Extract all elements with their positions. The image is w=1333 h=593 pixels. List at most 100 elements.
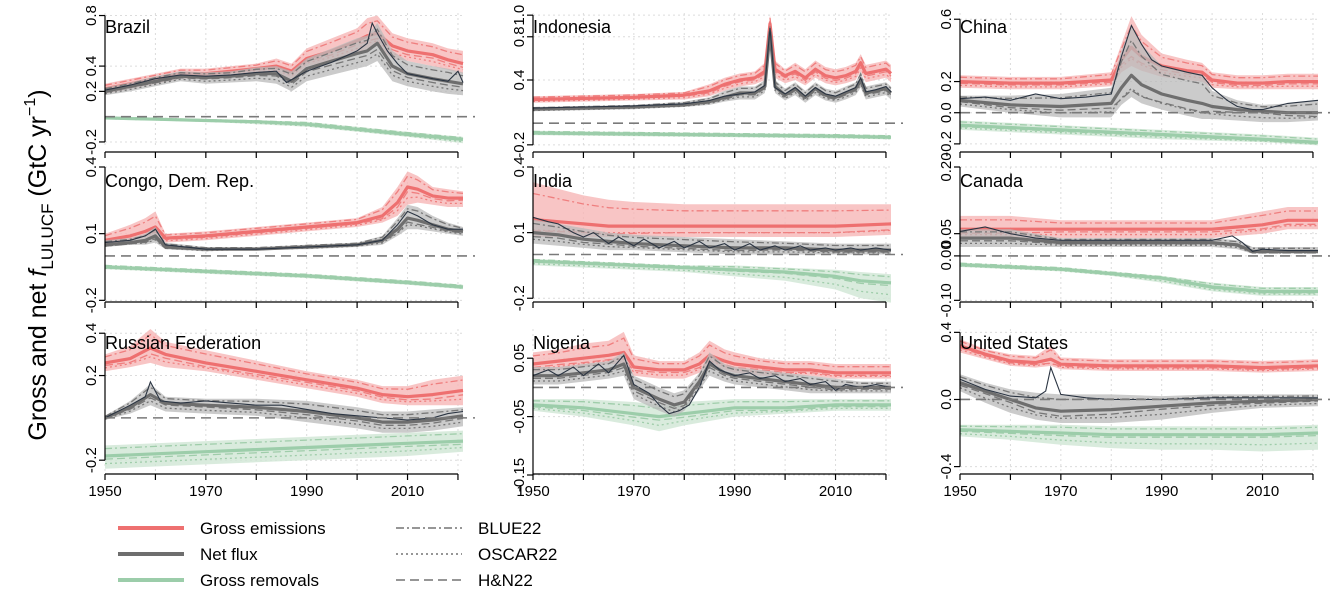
removals-blue22-line [959, 121, 1319, 140]
net-oscar22-line [960, 242, 1318, 254]
y-tick-label: -0.4 [938, 454, 955, 480]
panel-congo-dem-rep-: -0.2 0.1 0.4 Congo, Dem. Rep. [83, 157, 475, 313]
net-oscar22-line [533, 370, 891, 413]
legend-label: OSCAR22 [478, 545, 557, 564]
removals-mean-line [959, 263, 1318, 293]
removals-hn22-line [104, 443, 464, 460]
net-blue22-line [532, 26, 892, 109]
removals-blue22-line [959, 425, 1319, 430]
panel-indonesia: -0.2 0.4 0.81.0 Indonesia [511, 5, 903, 158]
panel-nigeria: -0.15 -0.05 0.05 1950 1970 1990 2010 Nigeria [511, 329, 903, 500]
emissions-hn22-line [960, 223, 1318, 234]
y-tick-label: 0.4 [83, 323, 100, 344]
net-blue22-line [533, 354, 891, 398]
net-flux-annual-line [532, 216, 892, 251]
net-mean-line [959, 381, 1319, 413]
y-tick-label: -0.2 [511, 132, 528, 158]
emissions-hn22-line [532, 357, 891, 377]
net-oscar22-line [532, 37, 892, 112]
removals-mean-line [959, 123, 1319, 144]
y-tick-label: 0.4 [511, 157, 528, 178]
net-flux-annual-line [959, 365, 1318, 401]
net-oscar22-line [104, 400, 464, 430]
x-tick-label: 1970 [1044, 483, 1077, 500]
removals-hn22-line [959, 430, 1319, 438]
emissions-mean-line [532, 217, 892, 228]
emissions-uncertainty-band [960, 339, 1318, 373]
y-tick-label: 0.2 [83, 81, 100, 102]
net-flux-annual-line [959, 226, 1318, 252]
net-hn22-line [959, 384, 1319, 417]
net-uncertainty-band [960, 25, 1318, 123]
y-tick-label: 0.1 [83, 223, 100, 244]
x-tick-label: 2010 [819, 483, 852, 500]
net-flux-annual-line [532, 28, 892, 109]
y-axis-title-subscript: LULUCF [38, 204, 57, 270]
net-blue22-line [104, 28, 464, 90]
panel-title: Congo, Dem. Rep. [105, 171, 254, 191]
emissions-mean-line [532, 22, 893, 102]
removals-oscar22-line [104, 446, 464, 465]
emissions-mean-line [959, 344, 1319, 370]
panel-canada: -0.10 0.000.05 0.20 Canada [938, 152, 1330, 317]
net-oscar22-line [959, 387, 1319, 419]
removals-oscar22-line [959, 433, 1319, 446]
y-tick-label: -0.2 [938, 131, 955, 157]
removals-mean-line [532, 131, 892, 139]
removals-blue22-line [104, 433, 464, 450]
panel-brazil: -0.2 0.2 0.4 0.8 Brazil [83, 5, 475, 158]
x-tick-label: 1950 [943, 483, 976, 500]
legend: Gross emissions Net flux Gross removals BLU… [118, 519, 557, 590]
x-tick-label: 1990 [1145, 483, 1178, 500]
net-mean-line [532, 30, 893, 111]
legend-label: BLUE22 [478, 519, 541, 538]
y-tick-label: 0.4 [511, 70, 528, 91]
y-tick-label: 0.4 [83, 157, 100, 178]
y-tick-label: 0.2 [83, 365, 100, 386]
net-hn22-line [104, 397, 464, 426]
removals-mean-line [532, 403, 891, 419]
emissions-blue22-line [959, 340, 1319, 364]
legend-label: Gross emissions [200, 519, 326, 538]
y-tick-label: 0.05 [511, 344, 528, 373]
emissions-blue22-line [959, 24, 1318, 80]
y-tick-label: 0.6 [938, 9, 955, 30]
panel-china: -0.2 0.0 0.2 0.6 China [938, 9, 1330, 158]
removals-oscar22-line [532, 263, 892, 296]
y-tick-label: -0.2 [83, 447, 100, 473]
net-oscar22-line [532, 238, 891, 254]
x-tick-label: 2010 [1246, 483, 1279, 500]
legend-label: Net flux [200, 545, 258, 564]
removals-mean-line [104, 116, 464, 141]
net-blue22-line [959, 376, 1319, 401]
y-tick-label: 0.0 [938, 102, 955, 123]
y-axis-title-symbol: f [24, 267, 52, 277]
removals-mean-line [532, 259, 892, 285]
y-tick-label: 0.05 [938, 219, 955, 248]
y-tick-label: -0.2 [83, 129, 100, 155]
emissions-blue22-line [104, 333, 464, 390]
x-tick-label: 1950 [516, 483, 549, 500]
x-tick-label: 1990 [718, 483, 751, 500]
net-mean-line [104, 393, 464, 424]
emissions-mean-line [960, 218, 1318, 231]
y-tick-label: -0.2 [83, 287, 100, 313]
net-flux-annual-line [532, 354, 892, 415]
y-tick-label: 0.8 [83, 5, 100, 26]
y-tick-label: 0.8 [511, 26, 528, 47]
net-uncertainty-band [105, 204, 463, 252]
removals-mean-line [104, 439, 464, 458]
panel-title: Nigeria [533, 333, 591, 353]
y-tick-label: 0.4 [83, 56, 100, 77]
panel-title: United States [960, 333, 1068, 353]
emissions-hn22-line [959, 347, 1319, 371]
y-tick-label: -0.15 [511, 458, 528, 492]
net-flux-annual-line [104, 210, 463, 250]
net-blue22-line [104, 386, 464, 417]
y-tick-label: 0.00 [938, 241, 955, 270]
removals-oscar22-line [959, 127, 1319, 145]
panel-title: China [960, 17, 1008, 37]
panel-united-states: -0.4 0.0 0.4 1950 1970 1990 2010 United States [938, 322, 1330, 500]
emissions-blue22-line [104, 175, 464, 237]
